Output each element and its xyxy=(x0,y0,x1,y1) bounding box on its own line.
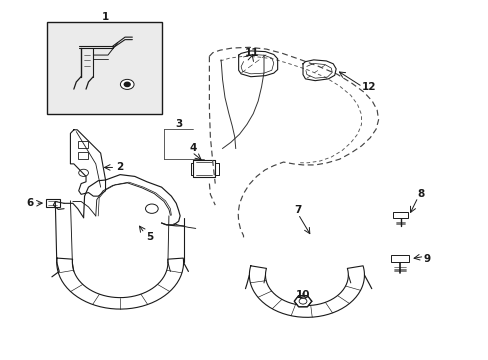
Bar xyxy=(390,255,408,262)
Circle shape xyxy=(79,169,88,176)
Text: 7: 7 xyxy=(294,205,301,215)
Text: 5: 5 xyxy=(145,232,153,242)
Bar xyxy=(78,152,88,159)
Bar xyxy=(78,140,88,148)
Text: 2: 2 xyxy=(116,162,123,172)
Circle shape xyxy=(299,298,306,304)
Text: 6: 6 xyxy=(26,198,34,208)
Polygon shape xyxy=(294,296,311,307)
Text: 1: 1 xyxy=(102,12,109,22)
Text: 12: 12 xyxy=(361,82,375,92)
Text: 9: 9 xyxy=(423,254,430,264)
Text: 10: 10 xyxy=(295,290,309,300)
Circle shape xyxy=(145,204,158,213)
Text: 11: 11 xyxy=(244,48,259,58)
Bar xyxy=(47,22,161,114)
Text: 4: 4 xyxy=(189,143,197,153)
Text: 3: 3 xyxy=(175,120,182,129)
Bar xyxy=(392,212,407,218)
Circle shape xyxy=(124,82,130,86)
Circle shape xyxy=(120,79,134,89)
Bar xyxy=(46,199,60,207)
Polygon shape xyxy=(57,258,183,309)
Text: 8: 8 xyxy=(417,189,424,199)
Polygon shape xyxy=(249,266,364,317)
